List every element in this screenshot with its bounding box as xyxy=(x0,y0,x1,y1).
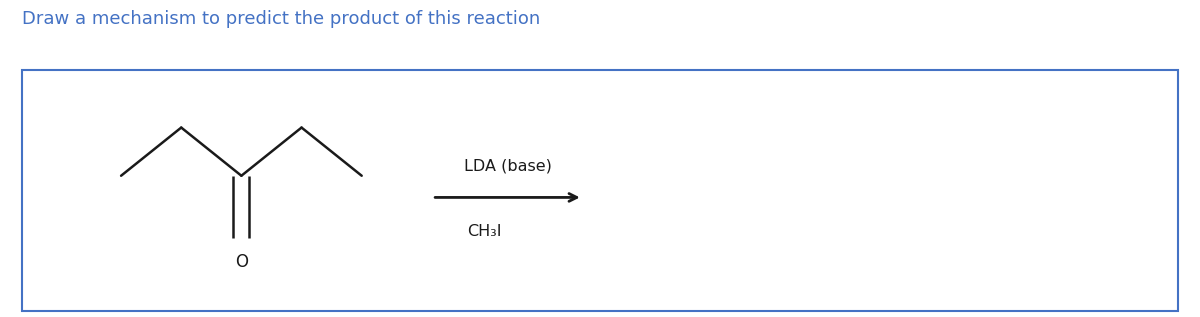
Text: LDA (base): LDA (base) xyxy=(463,158,551,174)
Text: Draw a mechanism to predict the product of this reaction: Draw a mechanism to predict the product … xyxy=(22,10,540,28)
Text: O: O xyxy=(235,254,248,271)
Text: CH₃I: CH₃I xyxy=(467,224,502,239)
